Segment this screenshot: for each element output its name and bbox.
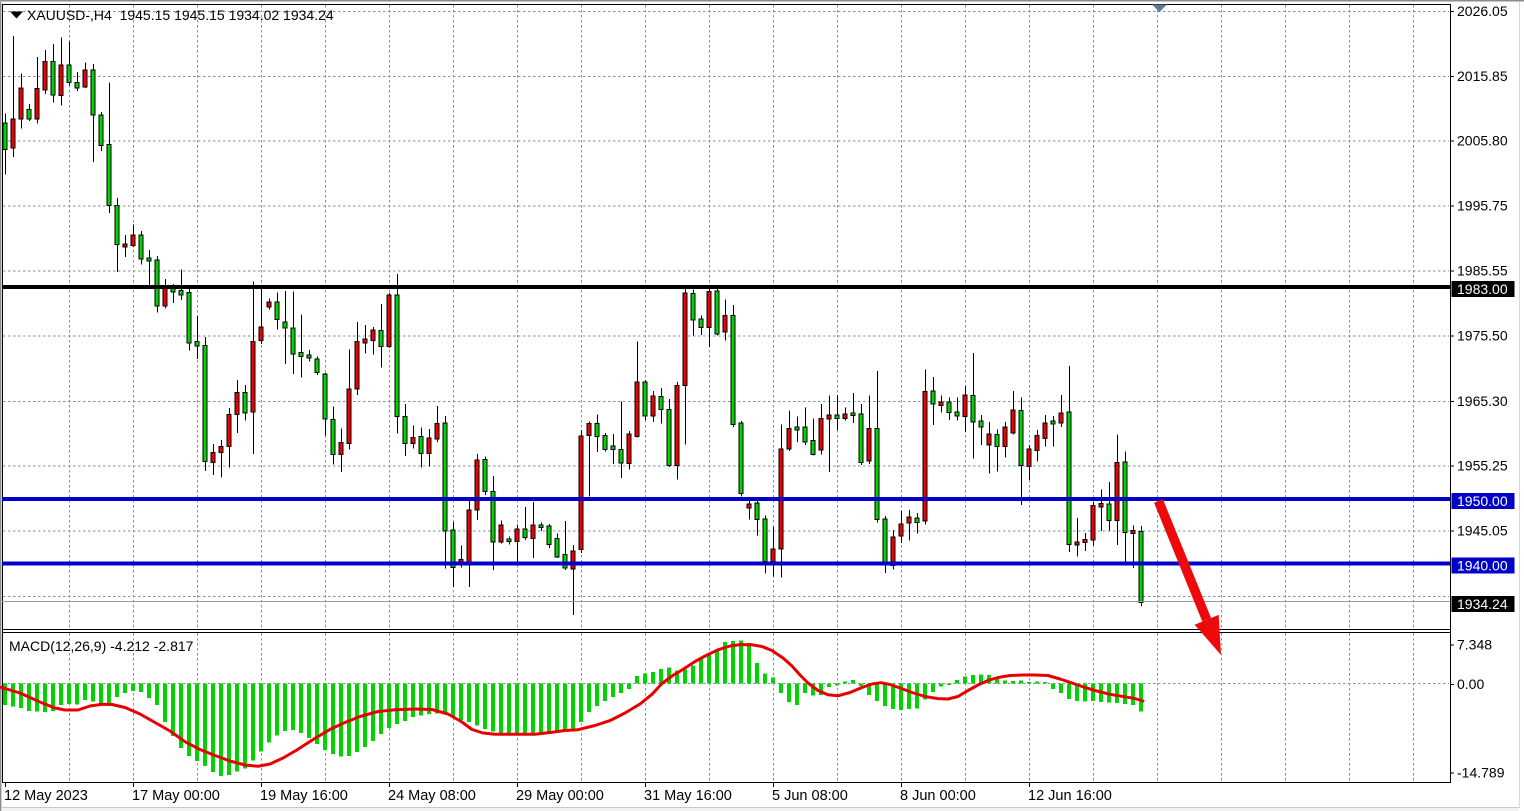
svg-text:7.348: 7.348 (1457, 637, 1492, 653)
svg-text:1950.00: 1950.00 (1457, 493, 1508, 509)
svg-text:24 May 08:00: 24 May 08:00 (388, 788, 476, 804)
svg-text:1955.25: 1955.25 (1457, 458, 1508, 474)
svg-text:2005.80: 2005.80 (1457, 133, 1508, 149)
svg-text:2015.85: 2015.85 (1457, 68, 1508, 84)
svg-text:1965.30: 1965.30 (1457, 393, 1508, 409)
svg-text:12 Jun 16:00: 12 Jun 16:00 (1028, 788, 1112, 804)
svg-text:1975.50: 1975.50 (1457, 328, 1508, 344)
svg-text:1985.55: 1985.55 (1457, 263, 1508, 279)
svg-text:2026.05: 2026.05 (1457, 3, 1508, 19)
svg-text:1945.05: 1945.05 (1457, 523, 1508, 539)
svg-text:19 May 16:00: 19 May 16:00 (260, 788, 348, 804)
svg-text:1934.24: 1934.24 (1457, 596, 1508, 612)
svg-text:5 Jun 08:00: 5 Jun 08:00 (772, 788, 848, 804)
svg-text:17 May 00:00: 17 May 00:00 (132, 788, 220, 804)
svg-text:1983.00: 1983.00 (1457, 281, 1508, 297)
svg-text:8 Jun 00:00: 8 Jun 00:00 (900, 788, 976, 804)
svg-text:31 May 16:00: 31 May 16:00 (644, 788, 732, 804)
svg-text:0.00: 0.00 (1457, 676, 1484, 692)
svg-text:MACD(12,26,9) -4.212 -2.817: MACD(12,26,9) -4.212 -2.817 (9, 638, 194, 654)
svg-text:29 May 00:00: 29 May 00:00 (516, 788, 604, 804)
svg-text:12 May 2023: 12 May 2023 (4, 788, 88, 804)
svg-text:XAUUSD-,H4 1945.15 1945.15 19: XAUUSD-,H4 1945.15 1945.15 1934.02 1934.… (27, 7, 334, 23)
svg-text:1940.00: 1940.00 (1457, 558, 1508, 574)
svg-text:1995.75: 1995.75 (1457, 198, 1508, 214)
svg-text:-14.789: -14.789 (1457, 765, 1505, 781)
